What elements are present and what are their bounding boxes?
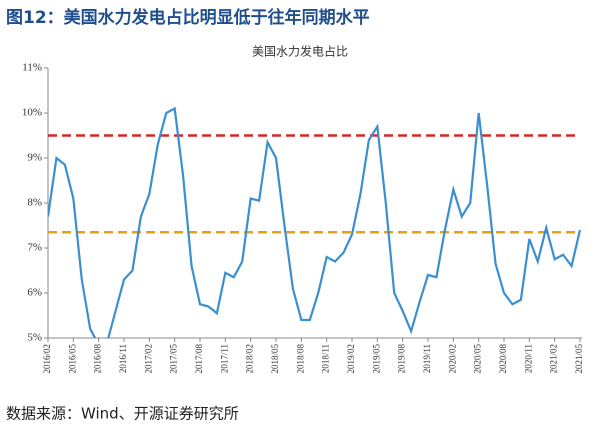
x-tick-label: 2016/02 <box>42 344 52 374</box>
y-tick-label: 6% <box>27 287 42 299</box>
series-line <box>48 106 582 338</box>
x-tick-label: 2017/05 <box>169 344 179 374</box>
y-tick-label: 9% <box>27 152 42 164</box>
y-tick-label: 10% <box>22 107 42 119</box>
x-tick-label: 2021/02 <box>549 344 559 374</box>
x-tick-label: 2019/02 <box>346 344 356 374</box>
source: 数据来源：Wind、开源证券研究所 <box>6 405 239 423</box>
x-tick-label: 2018/02 <box>245 344 255 374</box>
x-tick-label: 2017/02 <box>143 344 153 374</box>
y-tick-label: 11% <box>22 62 42 74</box>
x-tick-label: 2016/08 <box>93 344 103 374</box>
x-tick-label: 2020/08 <box>498 344 508 374</box>
chart-title: 美国水力发电占比 <box>252 44 348 59</box>
x-tick-label: 2020/11 <box>523 344 533 373</box>
x-tick-label: 2016/11 <box>118 344 128 373</box>
x-tick-label: 2019/08 <box>397 344 407 374</box>
x-tick-label: 2020/02 <box>447 344 457 374</box>
x-tick-label: 2019/05 <box>371 344 381 374</box>
y-tick-label: 8% <box>27 197 42 209</box>
x-tick-label: 2016/05 <box>67 344 77 374</box>
x-tick-label: 2017/08 <box>194 344 204 374</box>
x-tick-label: 2018/11 <box>321 344 331 373</box>
y-tick-label: 7% <box>27 242 42 254</box>
y-tick-label: 5% <box>27 332 42 344</box>
x-tick-label: 2021/05 <box>574 344 584 374</box>
page-title: 图12：美国水力发电占比明显低于往年同期水平 <box>6 7 370 28</box>
x-tick-label: 2018/05 <box>270 344 280 374</box>
x-tick-label: 2018/08 <box>295 344 305 374</box>
x-tick-label: 2020/05 <box>473 344 483 374</box>
x-tick-label: 2019/11 <box>422 344 432 373</box>
x-tick-label: 2017/11 <box>219 344 229 373</box>
